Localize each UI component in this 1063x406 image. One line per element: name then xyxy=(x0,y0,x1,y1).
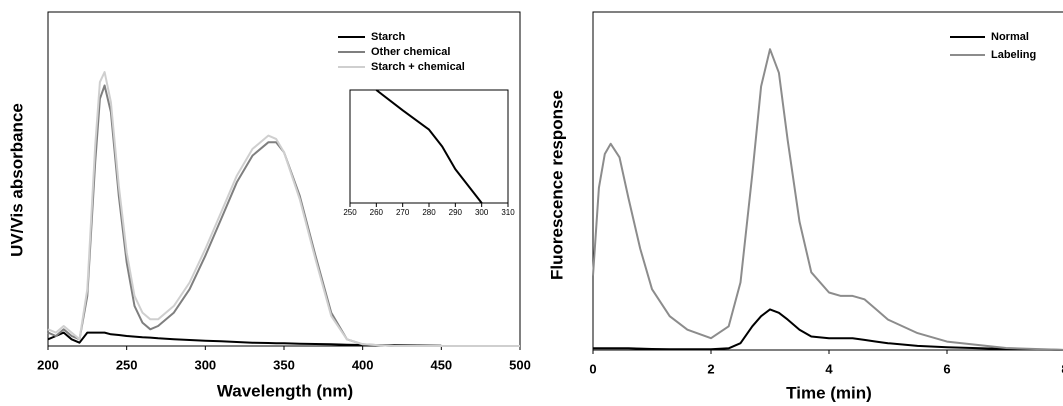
x-tick-label: 350 xyxy=(273,357,295,372)
x-tick-label: 250 xyxy=(116,357,138,372)
data-line xyxy=(47,71,520,347)
legend-label: Starch + chemical xyxy=(371,61,465,73)
legend-label: Normal xyxy=(991,31,1029,43)
x-tick-label: 250 xyxy=(343,208,357,217)
x-axis-label: Wavelength (nm) xyxy=(217,381,353,400)
x-tick-label: 450 xyxy=(430,357,452,372)
x-tick-label: 8 xyxy=(1061,361,1063,376)
x-tick-label: 400 xyxy=(352,357,374,372)
x-tick-label: 310 xyxy=(501,208,515,217)
x-tick-label: 260 xyxy=(370,208,384,217)
data-line xyxy=(593,308,1063,351)
plot-frame xyxy=(592,11,1063,351)
x-axis-label: Time (min) xyxy=(786,383,872,402)
data-line xyxy=(592,48,1063,351)
x-tick-label: 0 xyxy=(589,361,596,376)
y-axis-label: UV/Vis absorbance xyxy=(7,103,26,257)
x-tick-label: 300 xyxy=(194,357,216,372)
legend-label: Other chemical xyxy=(371,46,450,58)
x-tick-label: 6 xyxy=(943,361,950,376)
x-tick-label: 4 xyxy=(825,361,833,376)
legend-label: Labeling xyxy=(991,49,1036,61)
x-tick-label: 500 xyxy=(509,357,531,372)
x-tick-label: 300 xyxy=(475,208,489,217)
data-line xyxy=(375,89,483,204)
legend-label: Starch xyxy=(371,31,406,43)
x-tick-label: 270 xyxy=(396,208,410,217)
x-tick-label: 2 xyxy=(707,361,714,376)
data-line xyxy=(47,331,442,347)
x-tick-label: 200 xyxy=(37,357,59,372)
x-tick-label: 290 xyxy=(449,208,463,217)
y-axis-label: Fluorescence response xyxy=(547,90,566,280)
plot-frame xyxy=(349,89,509,204)
x-tick-label: 280 xyxy=(422,208,436,217)
